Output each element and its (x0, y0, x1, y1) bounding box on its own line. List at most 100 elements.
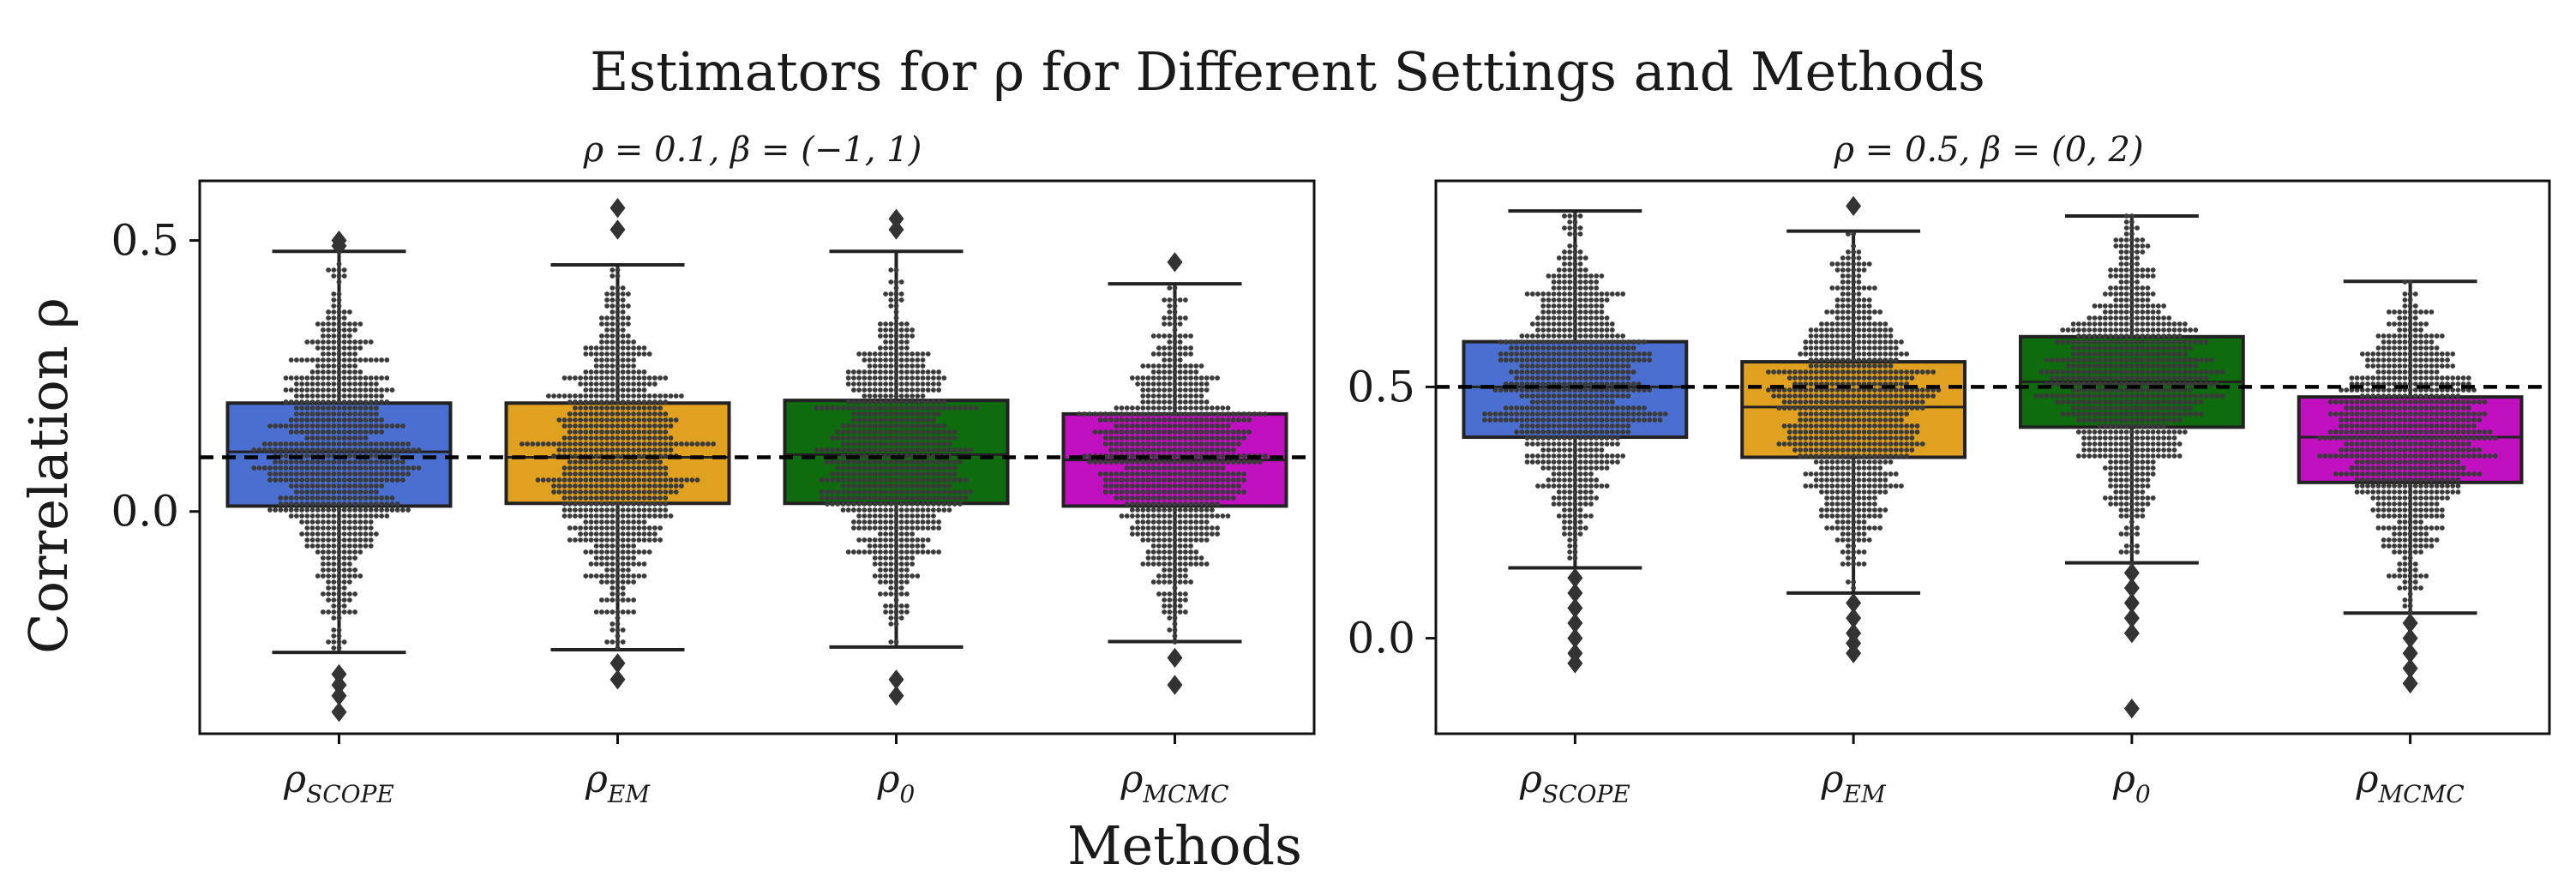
swarm-point (893, 333, 899, 339)
swarm-point (1188, 477, 1193, 483)
swarm-point (1572, 507, 1578, 513)
swarm-point (1172, 537, 1178, 543)
swarm-point (1798, 423, 1804, 429)
swarm-point (636, 489, 642, 495)
swarm-point (1609, 387, 1615, 393)
swarm-point (1829, 423, 1835, 429)
swarm-point (936, 411, 941, 417)
swarm-point (1909, 369, 1915, 375)
swarm-point (904, 501, 910, 507)
swarm-point (615, 543, 621, 549)
swarm-point (561, 441, 567, 447)
swarm-point (925, 399, 931, 405)
swarm-point (288, 387, 294, 393)
swarm-point (1851, 585, 1857, 591)
swarm-point (1872, 447, 1877, 453)
swarm-point (620, 513, 626, 519)
swarm-point (1551, 291, 1557, 297)
swarm-point (851, 369, 856, 375)
swarm-point (1177, 363, 1183, 369)
swarm-point (1604, 291, 1610, 297)
swarm-point (872, 477, 878, 483)
swarm-point (893, 363, 899, 369)
swarm-point (888, 519, 894, 525)
swarm-point (904, 525, 910, 531)
swarm-point (2118, 465, 2124, 471)
swarm-point (658, 411, 663, 417)
swarm-point (567, 507, 573, 513)
swarm-point (1556, 315, 1562, 321)
swarm-point (1162, 315, 1167, 321)
swarm-point (341, 363, 347, 369)
swarm-point (1776, 369, 1782, 375)
swarm-point (1572, 375, 1578, 381)
swarm-point (1193, 525, 1199, 531)
swarm-point (915, 369, 921, 375)
swarm-point (1167, 297, 1173, 303)
swarm-point (1604, 453, 1610, 459)
swarm-point (599, 513, 604, 519)
swarm-point (1119, 417, 1125, 423)
swarm-point (904, 477, 910, 483)
swarm-point (1215, 459, 1220, 465)
swarm-point (1204, 429, 1210, 435)
swarm-point (1562, 459, 1567, 465)
swarm-point (1183, 537, 1188, 543)
swarm-point (1808, 333, 1814, 339)
swarm-point (872, 507, 878, 513)
swarm-point (1909, 423, 1915, 429)
swarm-point (1156, 477, 1162, 483)
swarm-point (400, 465, 405, 471)
swarm-point (658, 513, 663, 519)
swarm-point (1851, 453, 1857, 459)
swarm-point (1577, 507, 1583, 513)
swarm-point (1840, 279, 1846, 285)
swarm-point (615, 339, 621, 345)
swarm-point (341, 525, 347, 531)
swarm-point (363, 339, 369, 345)
swarm-point (1798, 369, 1804, 375)
swarm-point (1813, 411, 1819, 417)
swarm-point (1572, 495, 1578, 501)
swarm-point (1177, 381, 1183, 387)
swarm-point (336, 609, 342, 615)
swarm-point (1562, 339, 1567, 345)
swarm-point (893, 501, 899, 507)
swarm-point (588, 435, 594, 441)
swarm-point (2129, 417, 2135, 423)
swarm-point (862, 459, 868, 465)
swarm-point (915, 537, 921, 543)
swarm-point (1819, 321, 1824, 327)
swarm-point (851, 495, 856, 501)
swarm-point (1866, 525, 1872, 531)
swarm-point (1108, 483, 1114, 489)
swarm-point (609, 321, 615, 327)
swarm-point (379, 495, 384, 501)
swarm-point (915, 363, 921, 369)
swarm-point (1562, 369, 1567, 375)
swarm-point (593, 393, 599, 399)
swarm-point (888, 333, 894, 339)
swarm-point (341, 447, 347, 453)
swarm-point (1577, 315, 1583, 321)
swarm-point (1840, 429, 1846, 435)
swarm-point (1220, 405, 1226, 411)
swarm-point (609, 459, 615, 465)
swarm-point (2140, 393, 2146, 399)
swarm-point (368, 417, 374, 423)
swarm-point (1519, 345, 1525, 351)
swarm-point (620, 495, 626, 501)
swarm-point (856, 507, 862, 513)
swarm-point (1819, 489, 1824, 495)
swarm-point (374, 459, 379, 465)
swarm-point (1150, 411, 1156, 417)
swarm-point (1625, 423, 1631, 429)
swarm-point (1824, 501, 1830, 507)
swarm-point (1225, 405, 1231, 411)
swarm-point (1851, 321, 1857, 327)
swarm-point (1872, 339, 1877, 345)
swarm-point (2135, 417, 2140, 423)
swarm-point (1562, 375, 1567, 381)
swarm-point (1861, 315, 1867, 321)
swarm-point (1803, 441, 1809, 447)
